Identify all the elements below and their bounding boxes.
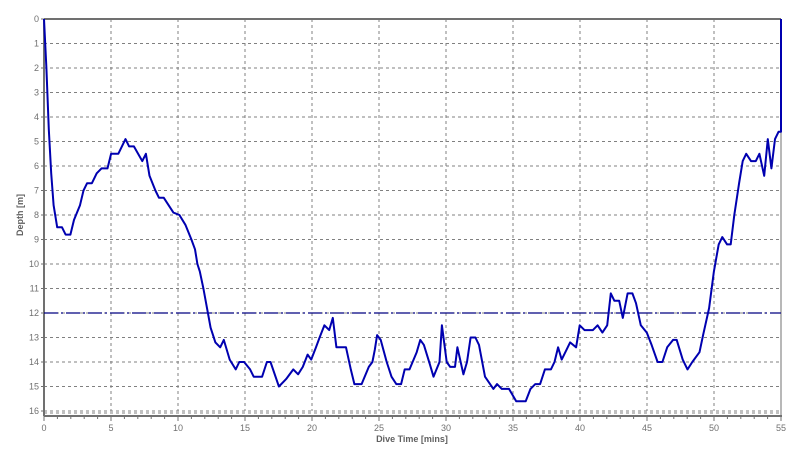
x-tick-label: 45 (642, 423, 652, 433)
y-tick-label: 2 (34, 63, 39, 73)
x-tick-label: 35 (508, 423, 518, 433)
y-tick-label: 8 (34, 210, 39, 220)
x-tick-label: 40 (575, 423, 585, 433)
grid-lines (44, 19, 781, 414)
x-tick-label: 10 (173, 423, 183, 433)
x-tick-label: 25 (374, 423, 384, 433)
x-tick-label: 30 (441, 423, 451, 433)
x-tick-label: 55 (776, 423, 786, 433)
y-tick-label: 3 (34, 88, 39, 98)
x-axis-ticks: 0 5 10 15 20 25 30 35 40 45 50 55 (41, 416, 786, 433)
y-tick-label: 7 (34, 186, 39, 196)
y-axis-title: Depth [m] (15, 194, 25, 236)
x-tick-label: 15 (240, 423, 250, 433)
depth-profile-line (43, 18, 782, 403)
y-tick-label: 16 (29, 406, 39, 416)
y-tick-label: 9 (34, 235, 39, 245)
y-tick-label: 13 (29, 333, 39, 343)
y-tick-label: 11 (30, 284, 39, 294)
y-tick-label: 1 (34, 39, 39, 49)
y-tick-label: 0 (34, 14, 39, 24)
x-tick-label: 0 (41, 423, 46, 433)
x-axis-title: Dive Time [mins] (376, 434, 448, 444)
y-tick-label: 15 (29, 382, 39, 392)
y-tick-label: 6 (34, 161, 39, 171)
y-tick-label: 4 (34, 112, 39, 122)
y-tick-label: 14 (29, 357, 39, 367)
x-tick-label: 50 (709, 423, 719, 433)
x-tick-label: 20 (307, 423, 317, 433)
y-tick-label: 10 (29, 259, 39, 269)
y-tick-label: 5 (34, 137, 39, 147)
y-tick-label: 12 (29, 308, 39, 318)
x-tick-label: 5 (108, 423, 113, 433)
